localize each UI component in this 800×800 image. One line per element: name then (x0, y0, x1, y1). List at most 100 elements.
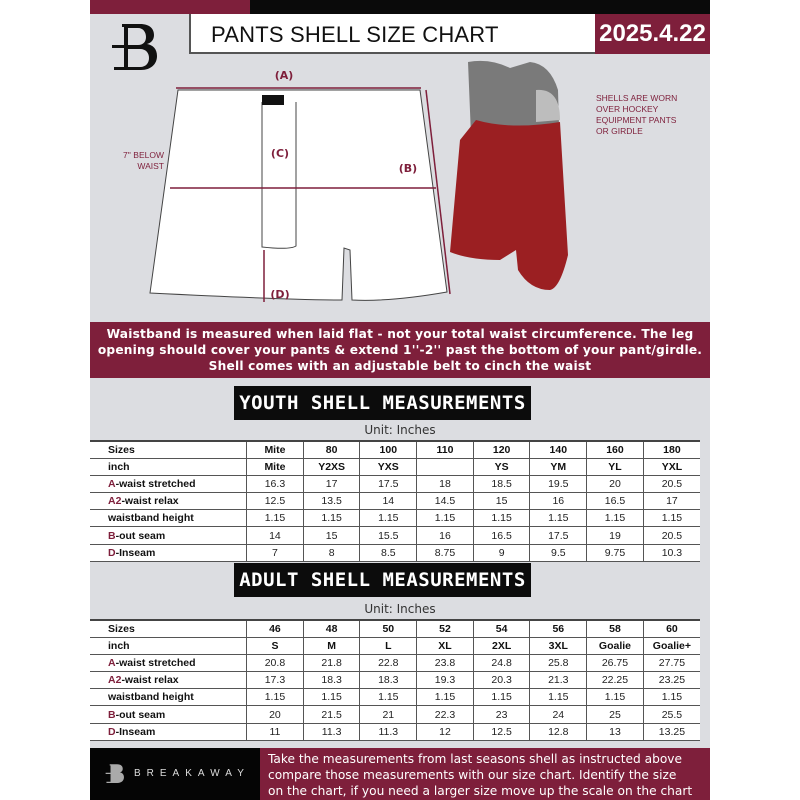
table-cell: 17 (642, 492, 700, 511)
youth-section-title: YOUTH SHELL MEASUREMENTS (234, 386, 531, 420)
table-cell: 12.5 (246, 492, 304, 511)
table-cell: Y2XS (302, 458, 360, 476)
table-row: A2-waist relax 17.3 18.3 18.3 19.3 20.3 21.3 22… (90, 671, 700, 690)
table-cell: 17 (302, 475, 360, 494)
footer-brand: BREAKAWAY (90, 748, 260, 800)
label-d: (D) (270, 288, 289, 301)
table-cell: 22.3 (416, 705, 474, 724)
table-cell: 22.25 (586, 671, 644, 690)
table-cell: 19.5 (529, 475, 587, 494)
table-cell: 46 (246, 620, 304, 638)
measure-name: inch (108, 639, 130, 652)
table-row: inch Mite Y2XS YXS YS YM YL YXL (90, 458, 700, 476)
table-cell: 56 (529, 620, 587, 638)
breakaway-logo (112, 24, 157, 70)
row-label: waistband height (90, 688, 247, 707)
table-cell: 26.75 (586, 654, 644, 673)
banner-line: opening should cover your pants & extend… (97, 343, 703, 357)
table-cell: YL (586, 458, 644, 476)
table-row: D-Inseam 11 11.3 11.3 12 12.5 12.8 13 13.25 (90, 723, 700, 741)
table-cell: 13.25 (642, 723, 700, 741)
measure-key: A2 (108, 674, 122, 687)
measure-key: A (108, 477, 116, 490)
table-cell: 12 (416, 723, 474, 741)
shell-note-line: EQUIPMENT PANTS (596, 115, 677, 125)
measure-name: -waist relax (121, 674, 179, 687)
measure-name: Sizes (108, 443, 135, 456)
table-cell: 25.8 (529, 654, 587, 673)
size-chart-page: PANTS SHELL SIZE CHART 2025.4.22 (A) (C)… (90, 0, 710, 800)
table-cell: 16.3 (246, 475, 304, 494)
table-cell: 17.5 (359, 475, 417, 494)
table-cell: 14 (246, 526, 304, 545)
banner-line: Shell comes with an adjustable belt to c… (208, 359, 592, 373)
table-cell: 8.75 (416, 544, 474, 562)
label-c: (C) (271, 147, 289, 160)
title-box: PANTS SHELL SIZE CHART (189, 14, 595, 54)
table-cell: 15.5 (359, 526, 417, 545)
table-cell: 9.5 (529, 544, 587, 562)
row-label: Sizes (90, 441, 247, 459)
date-badge: 2025.4.22 (595, 14, 710, 54)
table-cell: 27.75 (642, 654, 700, 673)
table-cell: 14 (359, 492, 417, 511)
measure-key: A (108, 656, 116, 669)
table-cell: 140 (529, 441, 587, 459)
row-label: D-Inseam (90, 723, 247, 741)
adult-unit: Unit: Inches (364, 602, 436, 616)
label-b: (B) (399, 162, 417, 175)
table-cell: 11.3 (359, 723, 417, 741)
table-row: B-out seam 14 15 15.5 16 16.5 17.5 19 20.5 (90, 526, 700, 545)
table-cell: 8.5 (359, 544, 417, 562)
pants-outline (149, 89, 448, 301)
table-cell: 3XL (529, 637, 587, 655)
table-cell: 16 (416, 526, 474, 545)
table-cell: 1.15 (302, 509, 360, 528)
table-cell: M (302, 637, 360, 655)
table-cell: 17.5 (529, 526, 587, 545)
table-cell: YS (472, 458, 530, 476)
shell-diagram: (A) (C) (B) (D) (149, 60, 568, 302)
row-label: B-out seam (90, 526, 247, 545)
table-cell: 14.5 (416, 492, 474, 511)
table-cell: 1.15 (359, 688, 417, 707)
adult-size-table: Sizes 46 48 50 52 54 56 58 60 inch S M L XL 2XL 3XL Goal… (90, 619, 700, 741)
table-cell: 11 (246, 723, 304, 741)
table-row: A2-waist relax 12.5 13.5 14 14.5 15 16 16.5 17 (90, 492, 700, 511)
footer-instructions: Take the measurements from last seasons … (260, 748, 710, 800)
footer-line: compare those measurements with our size… (268, 768, 677, 782)
table-cell: 16.5 (586, 492, 644, 511)
row-label: Sizes (90, 620, 247, 638)
top-bar (250, 0, 710, 14)
table-cell: 120 (472, 441, 530, 459)
table-cell: 18.3 (359, 671, 417, 690)
table-cell: 20.5 (642, 526, 700, 545)
table-cell: 19 (586, 526, 644, 545)
measurement-note-banner: Waistband is measured when laid flat - n… (90, 322, 710, 378)
table-cell: 1.15 (586, 688, 644, 707)
table-cell: Goalie (586, 637, 644, 655)
table-cell: XL (416, 637, 474, 655)
table-cell: 180 (642, 441, 700, 459)
measure-key: B (108, 529, 116, 542)
measure-name: -out seam (115, 708, 166, 721)
brand-name: BREAKAWAY (134, 768, 250, 779)
youth-unit: Unit: Inches (364, 423, 436, 437)
table-row: A-waist stretched 16.3 17 17.5 18 18.5 19.5 20 2… (90, 475, 700, 494)
measure-name: -Inseam (115, 725, 156, 738)
table-row: B-out seam 20 21.5 21 22.3 23 24 25 25.5 (90, 705, 700, 724)
table-cell: 16.5 (472, 526, 530, 545)
table-cell: 80 (302, 441, 360, 459)
table-cell: 15 (472, 492, 530, 511)
table-cell: YM (529, 458, 587, 476)
shell-note-line: SHELLS ARE WORN (596, 93, 678, 103)
shell-photo (450, 60, 568, 290)
row-label: D-Inseam (90, 544, 247, 562)
row-label: B-out seam (90, 705, 247, 724)
table-cell: 25 (586, 705, 644, 724)
table-cell: 16 (529, 492, 587, 511)
table-cell: 100 (359, 441, 417, 459)
table-cell: 1.15 (642, 509, 700, 528)
table-cell: 21.5 (302, 705, 360, 724)
c-note: 7'' BELOW WAIST (108, 150, 164, 172)
